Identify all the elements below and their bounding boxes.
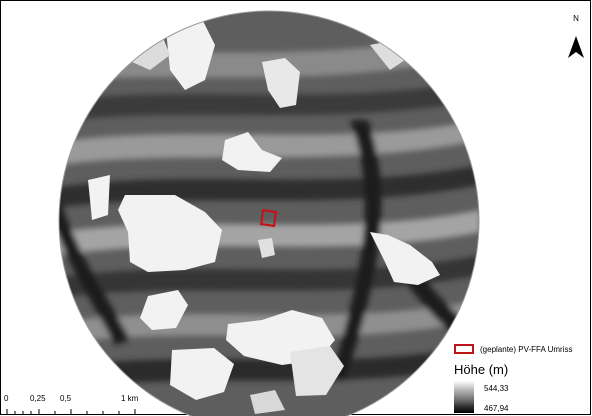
- map-legend: (geplante) PV-FFA Umriss Höhe (m) 544,33…: [452, 342, 590, 414]
- north-label: N: [573, 14, 579, 23]
- scale-label-1km: 1 km: [121, 394, 139, 403]
- legend-max-value: 544,33: [484, 384, 509, 393]
- plateau-patches: [88, 15, 440, 414]
- legend-min-value: 467,94: [484, 404, 509, 413]
- elevation-color-ramp: [454, 381, 474, 413]
- pv-outline-marker: [259, 208, 278, 228]
- outline-swatch-icon: [454, 344, 474, 354]
- scale-label-025: 0,25: [30, 394, 46, 403]
- scale-label-05: 0,5: [60, 394, 72, 403]
- legend-outline-label: (geplante) PV-FFA Umriss: [480, 344, 573, 354]
- scale-label-0: 0: [4, 394, 9, 403]
- legend-outline-item: (geplante) PV-FFA Umriss: [454, 342, 572, 356]
- scale-ticks: [6, 409, 136, 414]
- scale-bar: 0 0,25 0,5 1 km: [4, 394, 154, 414]
- north-arrow-icon: [568, 36, 584, 58]
- legend-title: Höhe (m): [454, 362, 509, 377]
- north-arrow: N: [564, 14, 588, 62]
